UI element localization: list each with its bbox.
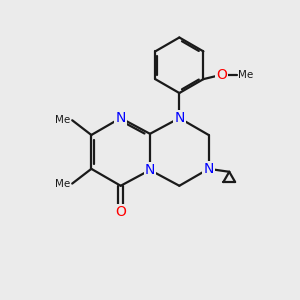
Text: Me: Me [56,115,71,125]
Text: O: O [115,205,126,219]
Text: N: N [145,163,155,177]
Text: N: N [116,111,126,125]
Text: Me: Me [238,70,254,80]
Text: N: N [174,111,184,125]
Text: Me: Me [56,178,71,189]
Text: N: N [203,162,214,176]
Text: O: O [216,68,227,82]
